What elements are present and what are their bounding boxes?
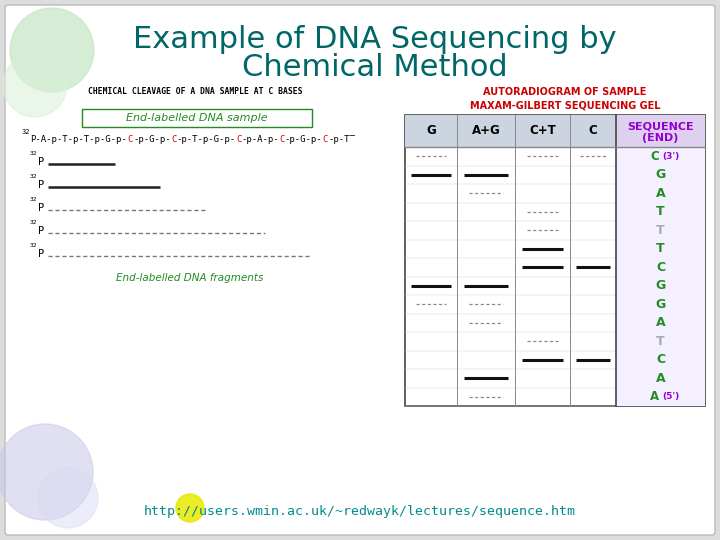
Text: -p-A-p-: -p-A-p- [242, 136, 279, 145]
Text: T: T [656, 205, 665, 218]
Text: P: P [38, 203, 44, 213]
Text: G: G [426, 125, 436, 138]
Bar [405, 115, 705, 406]
Text: P: P [38, 226, 44, 236]
Text: P: P [38, 180, 44, 190]
Text: C: C [650, 150, 659, 163]
Text: CHEMICAL CLEAVAGE OF A DNA SAMPLE AT C BASES: CHEMICAL CLEAVAGE OF A DNA SAMPLE AT C B… [88, 87, 302, 97]
Text: -p-T-p-G-p-: -p-T-p-G-p- [176, 136, 235, 145]
Text: A+G: A+G [472, 125, 500, 138]
Text: T: T [656, 224, 665, 237]
Text: -p-T̅: -p-T̅ [328, 136, 355, 145]
Text: 32: 32 [30, 174, 37, 179]
Circle shape [3, 53, 67, 117]
Circle shape [176, 494, 204, 522]
Text: End-labelled DNA fragments: End-labelled DNA fragments [117, 273, 264, 283]
Text: T: T [656, 242, 665, 255]
Text: A: A [656, 187, 665, 200]
Text: C: C [236, 136, 241, 145]
Text: G: G [655, 298, 665, 310]
Circle shape [0, 424, 93, 520]
Text: End-labelled DNA sample: End-labelled DNA sample [126, 113, 268, 123]
Text: G: G [655, 168, 665, 181]
Bar [405, 115, 705, 147]
Bar [616, 115, 705, 147]
Text: C: C [279, 136, 285, 145]
Text: C: C [171, 136, 176, 145]
Text: -p-G-p-: -p-G-p- [133, 136, 171, 145]
Text: P: P [38, 157, 44, 167]
Text: C: C [128, 136, 133, 145]
Text: T: T [656, 335, 665, 348]
Text: MAXAM-GILBERT SEQUENCING GEL: MAXAM-GILBERT SEQUENCING GEL [469, 100, 660, 110]
FancyBboxPatch shape [5, 5, 715, 535]
Text: C: C [323, 136, 328, 145]
Text: A: A [656, 316, 665, 329]
Text: SEQUENCE: SEQUENCE [627, 121, 694, 131]
Text: G: G [655, 279, 665, 292]
Text: C: C [656, 261, 665, 274]
Text: (END): (END) [642, 133, 679, 143]
Bar [82, 109, 312, 127]
Text: 32: 32 [22, 129, 30, 135]
Circle shape [10, 8, 94, 92]
Text: Example of DNA Sequencing by: Example of DNA Sequencing by [133, 25, 617, 55]
Text: A: A [650, 390, 659, 403]
Text: (3'): (3') [662, 152, 679, 161]
Text: 32: 32 [30, 243, 37, 248]
Text: P-A-p-T-p-T-p-G-p-: P-A-p-T-p-T-p-G-p- [30, 136, 127, 145]
Text: 32: 32 [30, 220, 37, 225]
Text: 32: 32 [30, 151, 37, 156]
Text: C: C [589, 125, 598, 138]
Text: -p-G-p-: -p-G-p- [285, 136, 323, 145]
Text: AUTORADIOGRAM OF SAMPLE: AUTORADIOGRAM OF SAMPLE [483, 87, 647, 97]
Text: A: A [656, 372, 665, 384]
Text: C+T: C+T [529, 125, 556, 138]
Circle shape [38, 468, 98, 528]
Text: Chemical Method: Chemical Method [242, 53, 508, 83]
Text: 32: 32 [30, 197, 37, 202]
Text: http://users.wmin.ac.uk/~redwayk/lectures/sequence.htm: http://users.wmin.ac.uk/~redwayk/lecture… [144, 505, 576, 518]
Bar [616, 147, 705, 406]
Text: C: C [656, 353, 665, 366]
Text: (5'): (5') [662, 392, 679, 401]
Text: P: P [38, 249, 44, 259]
